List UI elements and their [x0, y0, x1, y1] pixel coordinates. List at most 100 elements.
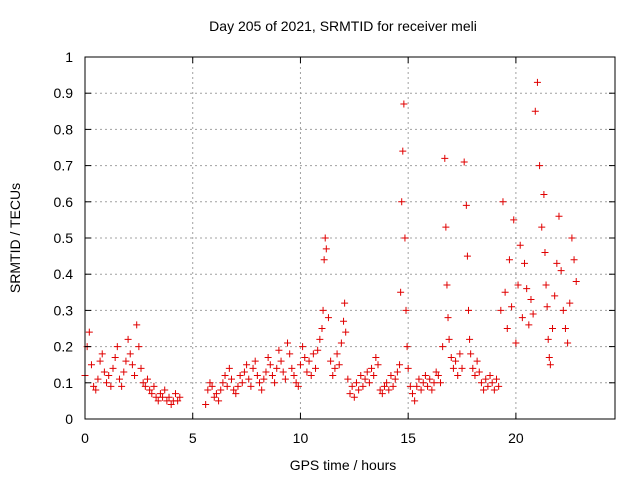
data-point: [247, 382, 255, 390]
data-point: [236, 372, 244, 380]
data-point: [497, 306, 505, 314]
data-point: [176, 393, 184, 401]
data-point: [368, 364, 376, 372]
data-point: [163, 397, 171, 405]
chart-title: Day 205 of 2021, SRMTID for receiver mel…: [209, 18, 477, 34]
data-point: [260, 375, 268, 383]
data-point: [399, 147, 407, 155]
data-point: [452, 357, 460, 365]
data-point: [531, 107, 539, 115]
y-tick-label: 0.5: [54, 230, 74, 246]
data-point: [385, 386, 393, 394]
data-point: [463, 252, 471, 260]
data-point: [426, 375, 434, 383]
data-point: [397, 288, 405, 296]
data-point: [277, 357, 285, 365]
data-point: [344, 375, 352, 383]
data-point: [464, 306, 472, 314]
data-point: [294, 382, 302, 390]
data-point: [380, 382, 388, 390]
data-point: [357, 372, 365, 380]
y-tick-label: 0.4: [54, 266, 74, 282]
data-point: [411, 397, 419, 405]
data-point: [484, 382, 492, 390]
data-point: [456, 350, 464, 358]
data-point: [219, 379, 227, 387]
data-point: [419, 379, 427, 387]
data-point: [225, 364, 233, 372]
data-point: [533, 78, 541, 86]
data-point: [152, 393, 160, 401]
data-point: [312, 364, 320, 372]
data-point: [525, 321, 533, 329]
data-point: [322, 245, 330, 253]
data-point: [514, 281, 522, 289]
data-point: [103, 379, 111, 387]
data-point: [228, 375, 236, 383]
axis-tick-labels: 00.10.20.30.40.50.60.70.80.910 5 10 15 20: [54, 49, 524, 446]
data-point: [387, 372, 395, 380]
data-point: [128, 361, 136, 369]
data-point: [436, 379, 444, 387]
data-point: [135, 343, 143, 351]
data-point: [115, 375, 123, 383]
data-point: [475, 368, 483, 376]
data-point: [449, 364, 457, 372]
data-point: [316, 335, 324, 343]
axis-ticks: [84, 56, 615, 420]
data-point: [245, 375, 253, 383]
data-point: [441, 154, 449, 162]
data-point: [555, 212, 563, 220]
data-point: [501, 288, 509, 296]
data-point: [398, 198, 406, 206]
data-point: [568, 234, 576, 242]
data-point: [215, 397, 223, 405]
data-point: [253, 372, 261, 380]
data-point: [327, 357, 335, 365]
grid: [85, 57, 615, 419]
data-point: [443, 281, 451, 289]
data-point: [165, 393, 173, 401]
data-point: [256, 379, 264, 387]
data-point: [477, 379, 485, 387]
data-point: [249, 364, 257, 372]
data-point: [493, 375, 501, 383]
data-point: [460, 158, 468, 166]
data-point: [444, 314, 452, 322]
data-point: [372, 353, 380, 361]
data-point: [428, 386, 436, 394]
data-point: [458, 364, 466, 372]
data-point: [570, 256, 578, 264]
data-point: [473, 357, 481, 365]
data-point: [113, 343, 121, 351]
data-point: [549, 325, 557, 332]
data-point: [290, 372, 298, 380]
data-point: [150, 382, 158, 390]
data-point: [403, 343, 411, 351]
data-point: [143, 375, 151, 383]
data-point: [161, 386, 169, 394]
data-point: [341, 299, 349, 307]
data-point: [286, 350, 294, 358]
data-point: [243, 361, 251, 369]
data-point: [415, 375, 423, 383]
data-point: [434, 372, 442, 380]
data-point: [208, 382, 216, 390]
data-point: [206, 379, 214, 387]
data-point: [359, 382, 367, 390]
data-point: [454, 372, 462, 380]
data-point: [365, 379, 373, 387]
data-point: [348, 382, 356, 390]
data-point: [342, 328, 350, 336]
data-point: [361, 375, 369, 383]
data-point: [553, 259, 561, 267]
data-point: [462, 201, 470, 209]
data-point: [275, 346, 283, 354]
data-point: [516, 241, 524, 249]
data-point: [232, 390, 240, 398]
data-point: [240, 368, 248, 376]
data-point: [324, 314, 332, 322]
data-point: [296, 361, 304, 369]
data-point: [546, 361, 554, 369]
data-point: [391, 375, 399, 383]
